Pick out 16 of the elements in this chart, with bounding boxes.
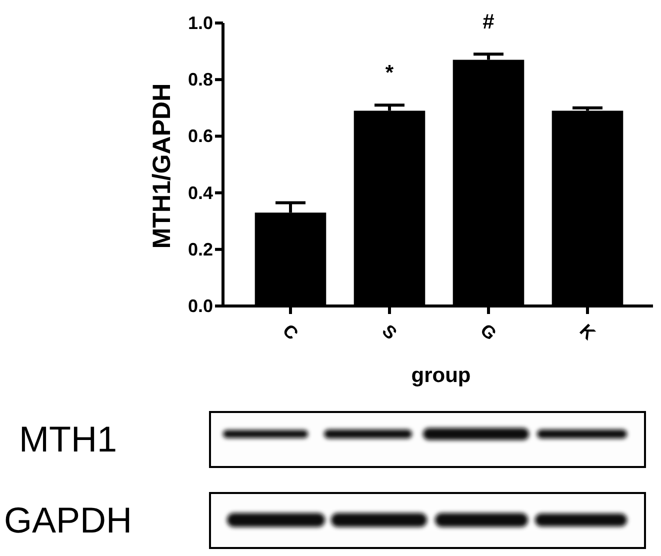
text: MTH1	[19, 418, 117, 460]
text: GAPDH	[4, 500, 132, 540]
x-axis-title: group	[411, 364, 471, 387]
y-tick-label: 0.4	[188, 182, 213, 203]
x-tick-label: S	[378, 320, 401, 344]
y-tick-label: 0.8	[188, 70, 213, 90]
y-tick-label: 0.2	[188, 239, 213, 260]
annotation: *	[385, 62, 394, 85]
y-tick-label: 0.6	[188, 126, 213, 146]
x-tick-label: G	[476, 320, 501, 344]
x-tick-label: K	[576, 320, 600, 344]
y-tick-label: 1.0	[188, 13, 213, 33]
annotation: #	[482, 10, 495, 34]
y-tick-label: 0.0	[188, 296, 213, 316]
y-axis-title: MTH1/GAPDH	[148, 83, 176, 249]
x-tick-label: C	[278, 320, 302, 344]
